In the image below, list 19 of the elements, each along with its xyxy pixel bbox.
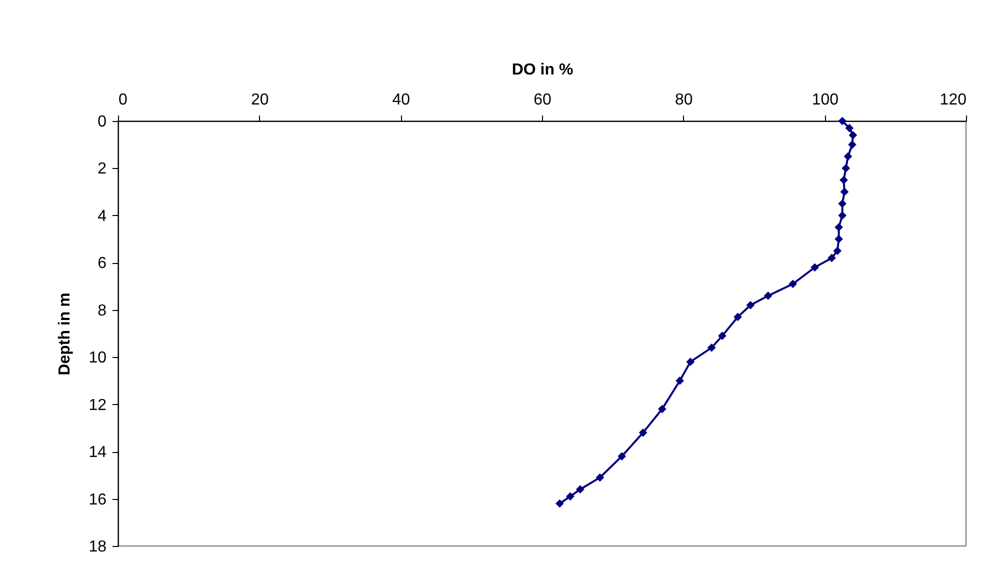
y-tick-label: 2 — [98, 160, 107, 178]
x-tick-label: 0 — [118, 92, 128, 108]
y-tick-label: 0 — [98, 114, 107, 130]
y-tick-label: 10 — [88, 350, 107, 367]
y-tick-label: 4 — [98, 208, 107, 225]
x-axis-title: DO in % — [512, 62, 574, 78]
y-tick-label: 16 — [88, 491, 107, 508]
y-tick-label: 18 — [88, 538, 107, 556]
y-tick-label: 14 — [88, 444, 107, 462]
x-tick-label: 40 — [392, 92, 410, 108]
x-tick-label: 120 — [940, 92, 967, 108]
y-tick-label: 12 — [88, 396, 107, 414]
x-tick-label: 60 — [534, 92, 552, 108]
x-tick-label: 20 — [250, 92, 269, 108]
y-tick-label: 6 — [98, 255, 107, 272]
x-tick-label: 100 — [812, 92, 839, 108]
y-axis-title: Depth in m — [56, 292, 74, 376]
y-tick-label: 8 — [98, 302, 107, 320]
x-tick-label: 80 — [674, 92, 693, 108]
